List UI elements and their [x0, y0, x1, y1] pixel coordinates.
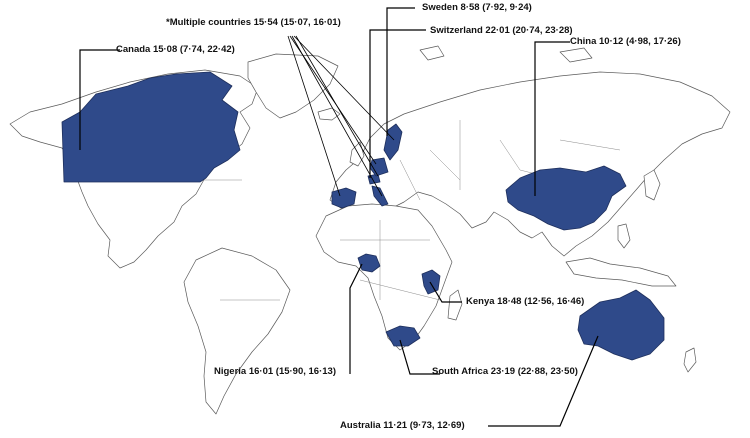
south-africa-label: South Africa 23·19 (22·88, 23·50): [432, 366, 578, 377]
australia-label: Australia 11·21 (9·73, 12·69): [340, 420, 465, 431]
country-borders: [110, 120, 621, 301]
china-label: China 10·12 (4·98, 17·26): [570, 36, 681, 47]
sweden-label: Sweden 8·58 (7·92, 9·24): [422, 2, 532, 13]
china-region: [505, 165, 627, 231]
south-africa-region: [385, 325, 421, 347]
indonesia-land: [565, 257, 677, 287]
new-zealand-land: [683, 347, 697, 373]
nigeria-region: [357, 253, 381, 273]
eurasia-land: [329, 71, 731, 257]
spain-region: [331, 187, 357, 209]
australia-region: [577, 289, 665, 361]
sweden-region: [383, 123, 403, 161]
africa-land: [315, 203, 453, 351]
svalbard-land: [419, 45, 445, 61]
greenland-land: [247, 53, 339, 119]
south-america-land: [183, 247, 291, 415]
kenya-label: Kenya 18·48 (12·56, 16·46): [466, 296, 585, 307]
siberian-islands-land: [559, 47, 593, 63]
nigeria-label: Nigeria 16·01 (15·90, 16·13): [214, 366, 336, 377]
japan-land: [643, 169, 661, 201]
philippines-land: [617, 223, 631, 249]
canada-region: [61, 71, 241, 183]
iceland-land: [317, 107, 341, 121]
madagascar-land: [447, 289, 463, 321]
leader-lines: [79, 7, 599, 427]
highlighted-countries: [61, 71, 665, 361]
canada-label: Canada 15·08 (7·74, 22·42): [116, 44, 235, 55]
kenya-region: [421, 269, 441, 295]
italy-region: [371, 185, 389, 207]
multiple-countries-label: *Multiple countries 15·54 (15·07, 16·01): [166, 17, 341, 28]
switzerland-label: Switzerland 22·01 (20·74, 23·28): [430, 25, 573, 36]
